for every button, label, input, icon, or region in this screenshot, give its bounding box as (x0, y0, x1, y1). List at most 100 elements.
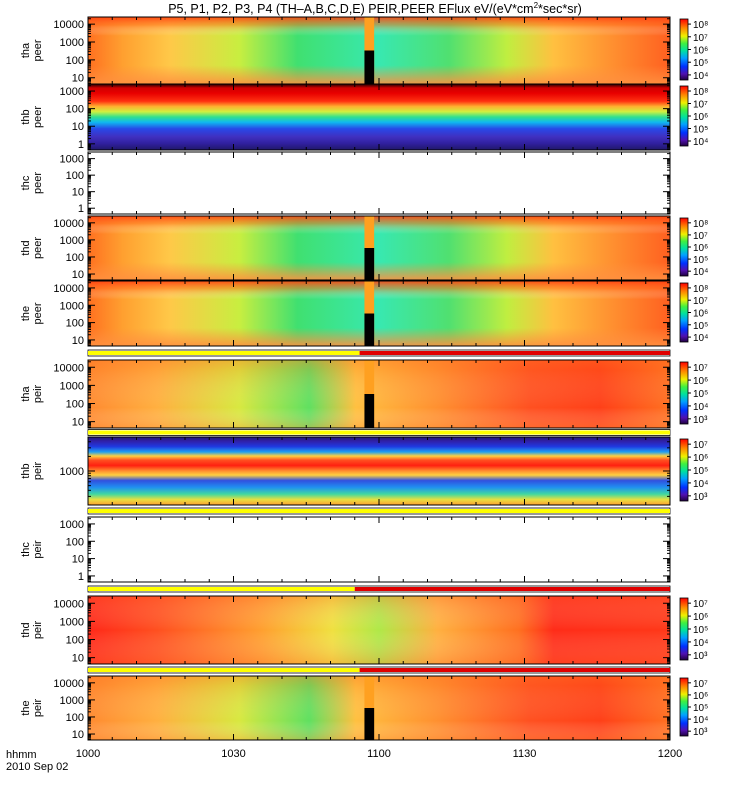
thd-peer-colorbar-label: 10⁷ (693, 231, 708, 242)
thd-peir-panel: 10 100 1000 10000 thdpeir 10³ 10⁴ 10⁵ 10⁶ 10⁷ (20, 595, 708, 665)
the-peer-colorbar-label: 10⁵ (693, 321, 708, 332)
thb-peer-colorbar-label: 10⁴ (693, 137, 708, 148)
panels: 10100100010000thapeer10⁴10⁵10⁶10⁷10⁸1101… (20, 16, 708, 741)
thd-peer-colorbar-label: 10⁸ (693, 219, 708, 230)
the-peir-colorbar-label: 10⁴ (693, 715, 708, 726)
thd-peir-tick-label: 100 (66, 635, 84, 647)
tha-peir-ylabel: thapeir (20, 384, 44, 403)
thb-peer-colorbar-label: 10⁸ (693, 87, 708, 98)
thb-peer-colorbar-label: 10⁶ (693, 112, 708, 123)
the-peir-colorbar (679, 677, 689, 737)
tha-peer-ylabel: thapeer (20, 39, 44, 61)
thd-peer-tick-label: 1000 (60, 235, 84, 247)
thb-peer-tick-label: 100 (66, 104, 84, 116)
the-peer-colorbar (679, 282, 689, 343)
tha-peer-data-gap-fill (364, 50, 375, 84)
tha-peir-data-gap-fill (364, 394, 375, 428)
thd-peir-colorbar-label: 10⁶ (693, 612, 708, 623)
the-peir-spectrogram-energy-shading (88, 676, 670, 740)
thb-peir-colorbar-label: 10³ (693, 492, 708, 503)
thb-peir-colorbar-label: 10⁵ (693, 466, 708, 477)
the-peir-colorbar-label: 10³ (693, 727, 708, 738)
time-tick-label: 1100 (367, 748, 391, 760)
the-peer-ylabel: thepeer (20, 302, 44, 324)
thd-peir-tick-label: 10 (72, 653, 84, 665)
mode-bars (87, 349, 671, 674)
thd-peir-tick-label: 1000 (60, 616, 84, 628)
thd-peer-ylabel: thdpeer (20, 237, 44, 259)
thc-peir-tick-label: 100 (66, 536, 84, 548)
mode-bar-segment (88, 587, 355, 591)
tha-peir-colorbar-label: 10⁴ (693, 402, 708, 413)
mode-bar-segment (88, 351, 360, 355)
thd-peir-tick-label: 10000 (53, 598, 84, 610)
mode-bar-segment (359, 668, 670, 672)
thc-peir-tick-label: 10 (72, 554, 84, 566)
the-peer-tick-label: 10 (72, 335, 84, 347)
thc-peer-tick-label: 10 (72, 187, 84, 199)
thd-peir-spectrogram-energy-shading (88, 596, 670, 664)
thd-peer-spectrogram-energy-shading (88, 216, 670, 280)
tha-peer-colorbar (679, 18, 689, 81)
the-peer-tick-label: 100 (66, 318, 84, 330)
thc-peir-plot-area (88, 517, 670, 582)
thd-peer-colorbar (679, 217, 689, 277)
tha-peer-tick-label: 10000 (53, 19, 84, 31)
tha-peir-spectrogram-energy-shading (88, 360, 670, 428)
mode-bar (87, 585, 671, 593)
thb-peer-ylabel: thbpeer (20, 106, 44, 128)
tha-peir-colorbar-label: 10⁷ (693, 363, 708, 374)
mode-bar (87, 507, 671, 515)
thb-peer-colorbar (679, 85, 689, 147)
tha-peer-colorbar-label: 10⁸ (693, 20, 708, 31)
tha-peir-colorbar-label: 10⁵ (693, 389, 708, 400)
the-peer-colorbar-label: 10⁸ (693, 284, 708, 295)
tha-peer-colorbar-label: 10⁶ (693, 46, 708, 57)
thc-peer-ylabel: thcpeer (20, 172, 44, 194)
tha-peer-tick-label: 100 (66, 55, 84, 67)
the-peer-colorbar-label: 10⁴ (693, 333, 708, 344)
the-peir-colorbar-label: 10⁵ (693, 703, 708, 714)
thb-peer-colorbar-label: 10⁵ (693, 125, 708, 136)
thb-peir-colorbar (679, 438, 689, 502)
the-peir-ylabel: thepeir (20, 698, 44, 717)
the-peir-data-gap-fill (364, 708, 375, 740)
thc-peir-tick-label: 1000 (60, 519, 84, 531)
tha-peir-panel: 10 100 1000 10000 thapeir 10³ 10⁴ 10⁵ 10⁶ 10⁷ (20, 359, 708, 429)
thc-peir-panel: 1 10 100 1000 thcpeir (20, 516, 671, 583)
time-axis-date: 2010 Sep 02 (6, 761, 68, 773)
mode-bar (87, 349, 671, 357)
the-peir-colorbar-label: 10⁶ (693, 691, 708, 702)
tha-peir-tick-label: 10 (72, 417, 84, 429)
tha-peer-tick-label: 1000 (60, 37, 84, 49)
thb-peer-tick-label: 10 (72, 121, 84, 133)
tha-peir-colorbar (679, 361, 689, 425)
figure-title: P5, P1, P2, P3, P4 (TH–A,B,C,D,E) PEIR,P… (168, 1, 582, 16)
the-peer-tick-label: 10000 (53, 283, 84, 295)
thc-peer-tick-label: 1000 (60, 154, 84, 166)
mode-bar (87, 666, 671, 674)
mode-bar-segment (359, 351, 670, 355)
the-peer-data-gap-fill (364, 313, 375, 346)
thc-peer-tick-label: 1 (78, 203, 84, 215)
the-peer-spectrogram-energy-shading (88, 281, 670, 346)
thd-peer-tick-label: 10000 (53, 218, 84, 230)
tha-peir-tick-label: 100 (66, 399, 84, 411)
thd-peir-ylabel: thdpeir (20, 620, 44, 639)
thb-peer-spectrogram (88, 84, 670, 150)
the-peer-colorbar-label: 10⁷ (693, 296, 708, 307)
thd-peir-colorbar-label: 10⁵ (693, 625, 708, 636)
thb-peer-tick-label: 1 (78, 139, 84, 151)
time-tick-label: 1200 (658, 748, 682, 760)
tha-peer-tick-label: 10 (72, 73, 84, 85)
tha-peir-colorbar-label: 10³ (693, 415, 708, 426)
the-peer-colorbar-label: 10⁶ (693, 309, 708, 320)
thd-peer-colorbar-label: 10⁴ (693, 267, 708, 278)
thc-peer-panel: 1 10 100 1000 thcpeer (20, 151, 671, 215)
tha-peir-tick-label: 1000 (60, 380, 84, 392)
thc-peer-tick-label: 100 (66, 170, 84, 182)
